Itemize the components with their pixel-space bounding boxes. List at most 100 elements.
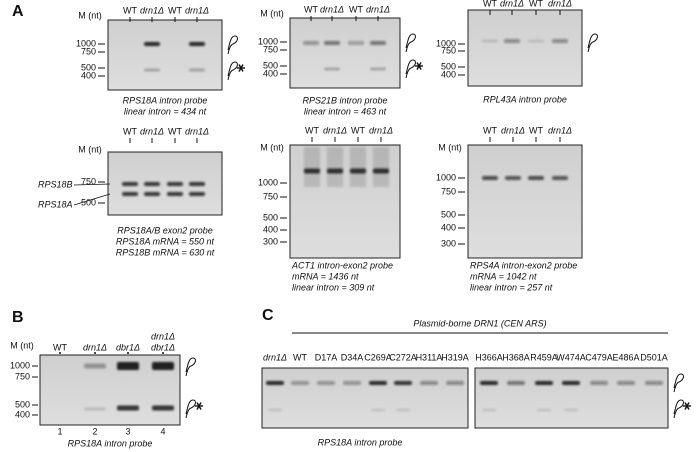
- gel-image: [289, 17, 401, 89]
- lane-label: C479A: [585, 352, 613, 362]
- lane-label: H319A: [441, 352, 469, 362]
- lane-number: 1: [57, 426, 62, 436]
- gel-band: [420, 381, 438, 385]
- caption: RPS18A intron probe: [123, 95, 208, 105]
- lane-label: drn1Δ: [320, 4, 344, 14]
- lane-label: drn1Δ: [501, 125, 525, 135]
- caption: RPS4A intron-exon2 probe: [470, 260, 577, 270]
- gel-band: [617, 381, 635, 385]
- gel-band: [343, 381, 361, 385]
- lane-label: drn1Δ: [140, 126, 164, 136]
- lane-dot: [127, 352, 129, 354]
- gel-image: [467, 9, 583, 87]
- lane-label: D34A: [341, 352, 364, 362]
- lane-label: drn1Δ: [263, 352, 287, 362]
- lane-label: C272A: [389, 352, 417, 362]
- caption: mRNA = 1436 nt: [292, 271, 359, 281]
- lariat-icon: [227, 61, 238, 81]
- gel-smear: [373, 147, 389, 187]
- lane-label: E486A: [612, 352, 639, 362]
- size-label: 500: [263, 212, 278, 222]
- band-pointer: [73, 193, 111, 206]
- gel-band: [189, 192, 205, 196]
- lane-label: WT: [351, 125, 365, 135]
- size-label: 400: [441, 69, 456, 79]
- lariat-icon: [185, 357, 196, 377]
- gel-band: [122, 192, 138, 196]
- caption: linear intron = 463 nt: [304, 106, 387, 116]
- gel-band: [189, 42, 205, 46]
- gel-image: [261, 367, 469, 429]
- gel-band: [317, 381, 335, 385]
- gel-band: [369, 381, 387, 385]
- marker-label: M (nt): [438, 142, 462, 152]
- gel-band: [562, 381, 580, 385]
- lane-dot: [162, 352, 164, 354]
- lane-label: H311A: [416, 352, 443, 362]
- lane-label: drn1Δ: [185, 126, 209, 136]
- lariat-icon: [405, 59, 416, 79]
- gel-band: [167, 182, 183, 186]
- lane-number: 3: [125, 426, 130, 436]
- lane-number: 4: [160, 426, 165, 436]
- gel-band: [552, 176, 568, 180]
- size-label: 750: [81, 46, 96, 56]
- lane-label: drn1Δ: [185, 5, 209, 15]
- gel-image: [467, 144, 583, 259]
- gel-band: [266, 381, 284, 385]
- size-label: 750: [15, 371, 30, 381]
- gel-smear: [327, 147, 343, 187]
- gel-band: [144, 192, 160, 196]
- gel-band: [144, 42, 160, 46]
- caption: linear intron = 434 nt: [124, 106, 207, 116]
- gel-band: [528, 39, 544, 43]
- gel-band: [350, 168, 366, 174]
- gel-band: [189, 68, 205, 72]
- lane-label: drn1Δ: [369, 125, 393, 135]
- lane-label: C269A: [364, 352, 392, 362]
- gel-image: [107, 19, 223, 91]
- gel-band: [324, 67, 340, 71]
- gel-band: [396, 409, 410, 411]
- lane-label: WT: [529, 0, 543, 8]
- size-label: 1000: [436, 172, 456, 182]
- lane-number: 2: [92, 426, 97, 436]
- marker-label: M (nt): [10, 340, 34, 350]
- lane-label: WT: [304, 4, 318, 14]
- lane-dot: [94, 352, 96, 354]
- gel-smear: [350, 147, 366, 187]
- lane-label: W474A: [556, 352, 586, 362]
- size-label: 500: [15, 399, 30, 409]
- lane-dot: [59, 352, 61, 354]
- caption: mRNA = 1042 nt: [470, 271, 537, 281]
- star-icon: [416, 62, 422, 70]
- gel-band: [552, 39, 568, 43]
- gel-band: [564, 409, 578, 411]
- lane-label: dbr1Δ: [116, 342, 140, 352]
- lane-label: WT: [168, 126, 182, 136]
- gel-band: [394, 381, 412, 385]
- lane-label: WT: [53, 342, 67, 352]
- lane-label: WT: [483, 125, 497, 135]
- size-label: 1000: [258, 177, 278, 187]
- gel-band: [535, 381, 553, 385]
- size-label: 400: [263, 224, 278, 234]
- caption: RPS18B mRNA = 630 nt: [116, 247, 215, 257]
- lane-label: WT: [529, 125, 543, 135]
- gel-band: [144, 182, 160, 186]
- gel-band: [370, 41, 386, 45]
- lariat-icon: [185, 399, 196, 419]
- gel-band: [84, 407, 106, 411]
- marker-label: M (nt): [78, 144, 102, 154]
- gel-band: [645, 381, 663, 385]
- size-label: 300: [441, 238, 456, 248]
- gel-band: [348, 41, 364, 45]
- gel-band: [117, 362, 139, 370]
- panel-label: C: [262, 307, 274, 324]
- size-label: 400: [263, 68, 278, 78]
- marker-label: M (nt): [260, 142, 284, 152]
- size-label: 500: [441, 209, 456, 219]
- caption: RPS18A mRNA = 550 nt: [116, 236, 215, 246]
- caption: RPL43A intron probe: [483, 94, 567, 104]
- caption: RPS18A intron probe: [318, 437, 403, 447]
